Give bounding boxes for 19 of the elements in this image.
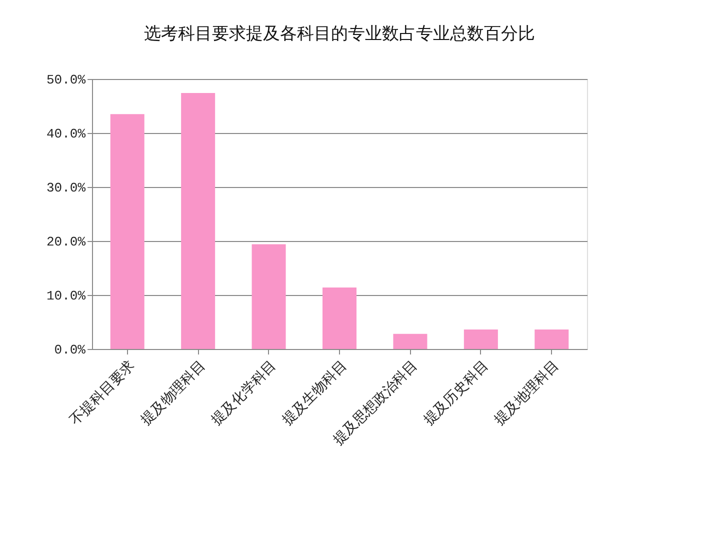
- x-tick-label: 不提科目要求: [67, 358, 138, 429]
- x-tick-label: 提及化学科目: [208, 358, 280, 429]
- x-tick-label: 提及历史科目: [420, 358, 492, 429]
- y-tick-label: 0.0%: [54, 342, 86, 358]
- x-tick-label: 提及地理科目: [492, 358, 562, 429]
- bar: [252, 244, 286, 349]
- bar: [181, 93, 216, 349]
- bar: [534, 330, 569, 349]
- y-tick-label: 20.0%: [46, 234, 86, 250]
- bar: [393, 334, 428, 349]
- x-tick-label: 提及物理科目: [138, 358, 209, 429]
- y-tick-label: 40.0%: [46, 126, 86, 142]
- bar: [464, 330, 498, 349]
- y-tick-label: 30.0%: [46, 180, 86, 196]
- chart-title: 选考科目要求提及各科目的专业数占专业总数百分比: [144, 24, 535, 43]
- bar: [322, 287, 356, 349]
- y-tick-label: 10.0%: [46, 288, 86, 304]
- bar: [110, 114, 144, 349]
- y-tick-label: 50.0%: [46, 72, 86, 88]
